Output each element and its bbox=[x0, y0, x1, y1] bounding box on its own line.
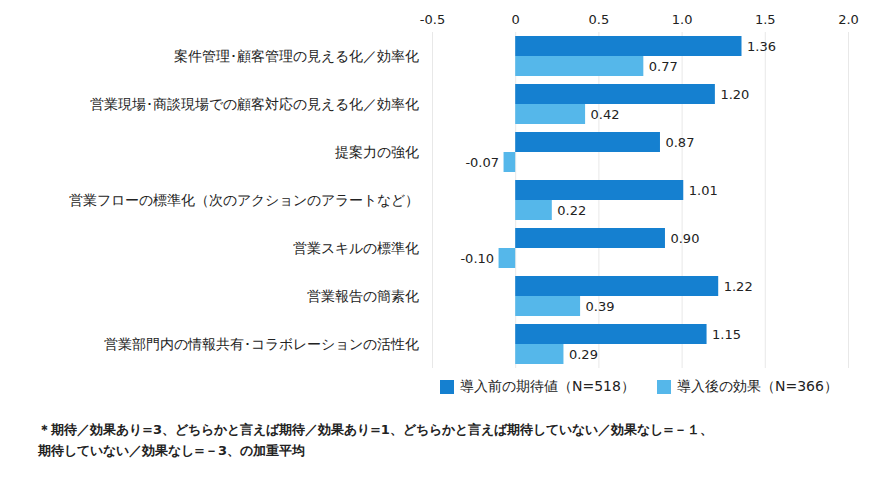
html-text:導入前の期待値（N=518）: 導入前の期待値（N=518） bbox=[460, 378, 635, 394]
svg-text:0.77: 0.77 bbox=[649, 59, 678, 74]
svg-text:0.90: 0.90 bbox=[670, 231, 699, 246]
svg-text:0.5: 0.5 bbox=[589, 12, 610, 27]
svg-text:提案力の強化: 提案力の強化 bbox=[335, 144, 419, 160]
svg-text:1.15: 1.15 bbox=[712, 327, 741, 342]
svg-text:-0.5: -0.5 bbox=[420, 12, 445, 27]
svg-text:-0.07: -0.07 bbox=[465, 155, 499, 170]
svg-text:1.22: 1.22 bbox=[724, 279, 753, 294]
html-text:＊期待／効果あり=3、どちらかと言えば期待／効果あり=1、ど: ＊期待／効果あり=3、どちらかと言えば期待／効果あり=1、どちらかと言えば期待し… bbox=[38, 422, 713, 458]
svg-text:0.29: 0.29 bbox=[569, 347, 598, 362]
svg-text:0.39: 0.39 bbox=[586, 299, 615, 314]
svg-text:1.20: 1.20 bbox=[720, 87, 749, 102]
svg-text:1.0: 1.0 bbox=[672, 12, 693, 27]
svg-text:営業部門内の情報共有･コラボレーションの活性化: 営業部門内の情報共有･コラボレーションの活性化 bbox=[104, 336, 419, 352]
svg-text:0.22: 0.22 bbox=[557, 203, 586, 218]
svg-text:-0.10: -0.10 bbox=[460, 251, 494, 266]
svg-text:0.42: 0.42 bbox=[591, 107, 620, 122]
svg-text:営業報告の簡素化: 営業報告の簡素化 bbox=[307, 288, 419, 304]
html-text:導入後の効果（N=366）: 導入後の効果（N=366） bbox=[676, 378, 838, 394]
svg-text:営業フローの標準化（次のアクションのアラートなど）: 営業フローの標準化（次のアクションのアラートなど） bbox=[69, 192, 419, 208]
svg-text:1.01: 1.01 bbox=[689, 183, 718, 198]
svg-text:2.0: 2.0 bbox=[838, 12, 859, 27]
svg-text:営業現場･商談現場での顧客対応の見える化／効率化: 営業現場･商談現場での顧客対応の見える化／効率化 bbox=[90, 96, 419, 112]
svg-text:営業スキルの標準化: 営業スキルの標準化 bbox=[293, 240, 419, 256]
svg-text:案件管理･顧客管理の見える化／効率化: 案件管理･顧客管理の見える化／効率化 bbox=[174, 48, 419, 64]
svg-text:0.87: 0.87 bbox=[665, 135, 694, 150]
svg-text:1.5: 1.5 bbox=[755, 12, 776, 27]
svg-text:1.36: 1.36 bbox=[747, 39, 776, 54]
svg-text:0: 0 bbox=[512, 12, 520, 27]
